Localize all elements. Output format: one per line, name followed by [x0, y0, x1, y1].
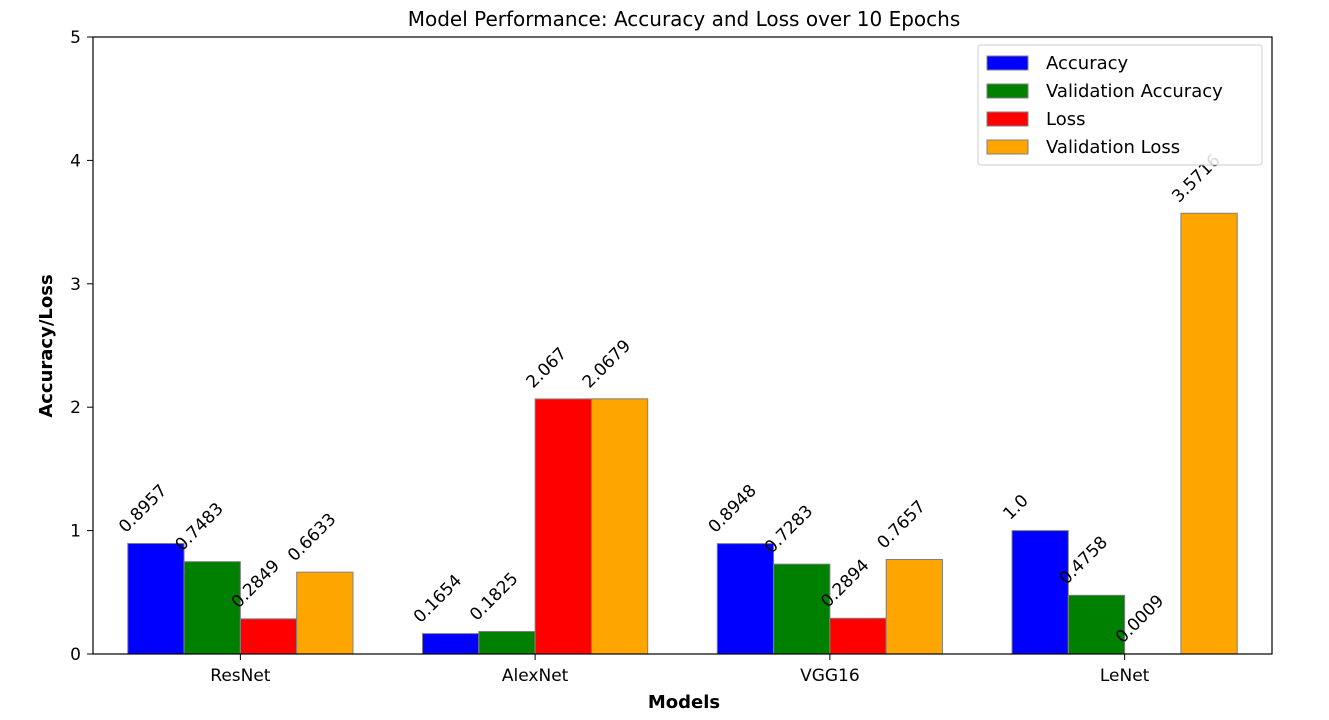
- x-tick-label: ResNet: [210, 666, 271, 686]
- data-label: 2.0679: [579, 336, 635, 392]
- data-label: 0.7283: [761, 501, 817, 557]
- y-tick-label: 5: [70, 28, 81, 48]
- bar-loss-resnet: [239, 618, 298, 655]
- data-label: 0.1825: [466, 569, 522, 625]
- y-tick-label: 4: [70, 151, 81, 171]
- bar-validation-loss-resnet: [296, 571, 354, 655]
- legend-swatch: [986, 139, 1029, 155]
- legend-box: [977, 44, 1263, 166]
- legend-label: Validation Accuracy: [1046, 81, 1223, 102]
- data-label: 0.7657: [874, 497, 930, 553]
- legend-label: Accuracy: [1046, 53, 1129, 74]
- data-label: 0.1654: [410, 571, 466, 627]
- bar-validation-accuracy-vgg16: [773, 563, 831, 655]
- bar-accuracy-resnet: [127, 542, 185, 655]
- data-label: 0.8957: [115, 481, 171, 537]
- bar-validation-loss-lenet: [1180, 212, 1238, 655]
- data-label: 1.0: [999, 491, 1032, 524]
- y-axis-label: Accuracy/Loss: [36, 274, 57, 417]
- data-label: 0.7483: [171, 499, 227, 555]
- bar-validation-accuracy-lenet: [1067, 594, 1126, 655]
- legend-label: Loss: [1046, 109, 1085, 130]
- y-tick-label: 2: [70, 398, 81, 418]
- x-axis-label: Models: [648, 692, 720, 713]
- bar-accuracy-alexnet: [422, 633, 480, 655]
- bar-validation-accuracy-resnet: [183, 561, 241, 655]
- bar-validation-loss-alexnet: [590, 398, 649, 655]
- data-label: 0.8948: [705, 481, 761, 537]
- y-tick-label: 3: [70, 275, 81, 295]
- legend-swatch: [986, 111, 1029, 127]
- y-tick-label: 1: [70, 522, 81, 542]
- bar-loss-alexnet: [534, 398, 592, 655]
- data-label: 0.6633: [284, 509, 340, 565]
- x-tick-label: AlexNet: [502, 666, 569, 686]
- bar-accuracy-lenet: [1011, 530, 1069, 655]
- plot-frame: [92, 36, 1273, 655]
- bar-loss-vgg16: [829, 617, 887, 655]
- bars-layer: [127, 212, 1238, 655]
- legend-label: Validation Loss: [1046, 137, 1180, 158]
- x-tick-label: VGG16: [800, 666, 860, 686]
- bar-accuracy-vgg16: [716, 543, 775, 655]
- bar-validation-accuracy-alexnet: [478, 630, 536, 655]
- data-label: 2.067: [523, 344, 572, 393]
- y-tick-label: 0: [70, 645, 81, 665]
- axes-layer: ResNet AlexNet VGG16 LeNet 0 1 2 3 4 5: [70, 28, 1273, 686]
- legend-swatch: [986, 55, 1029, 71]
- legend-swatch: [986, 83, 1029, 99]
- x-tick-label: LeNet: [1100, 666, 1150, 686]
- chart-title: Model Performance: Accuracy and Loss ove…: [408, 7, 961, 31]
- bar-validation-loss-vgg16: [885, 559, 943, 655]
- legend: Accuracy Validation Accuracy Loss Validatio…: [977, 44, 1263, 166]
